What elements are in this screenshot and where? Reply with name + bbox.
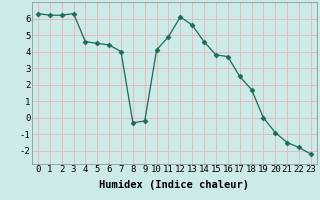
X-axis label: Humidex (Indice chaleur): Humidex (Indice chaleur) — [100, 180, 249, 190]
